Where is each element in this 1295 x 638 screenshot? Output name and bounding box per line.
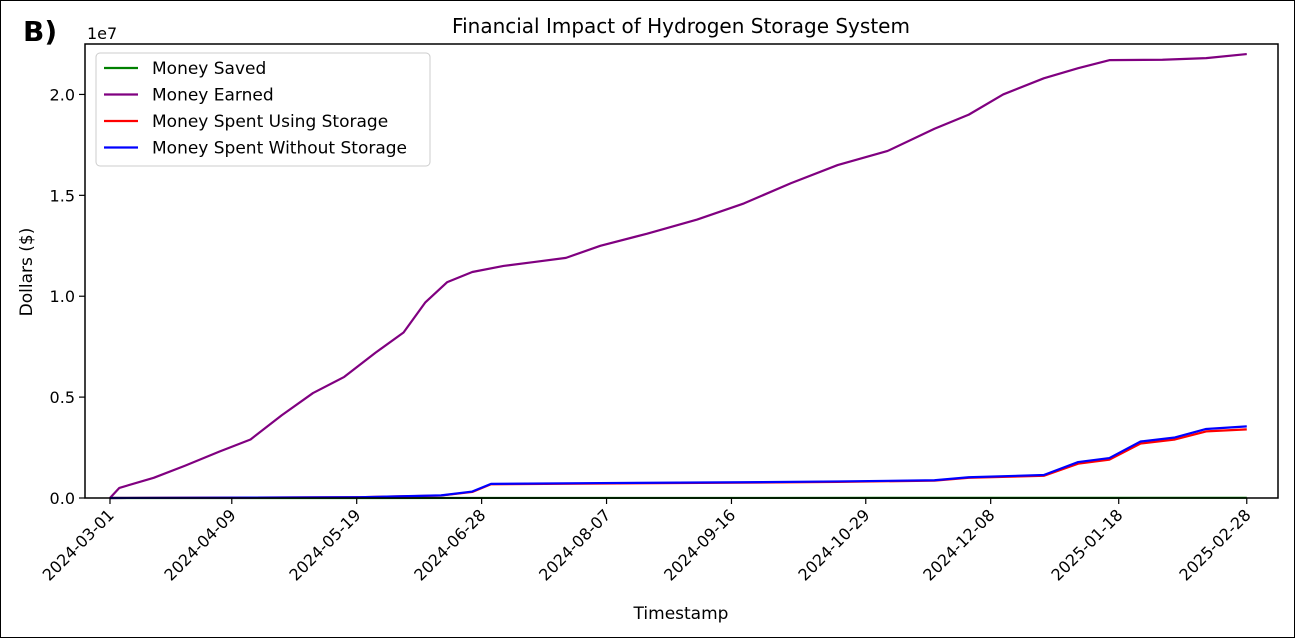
x-tick-label-6: 2024-10-29 xyxy=(794,505,873,584)
x-tick-label-2: 2024-05-19 xyxy=(285,505,364,584)
x-tick-label-0: 2024-03-01 xyxy=(39,505,118,584)
x-tick-label-5: 2024-09-16 xyxy=(660,505,739,584)
plot-area-frame xyxy=(84,43,1279,499)
x-tick-label-3: 2024-06-28 xyxy=(410,505,489,584)
legend-label-2: Money Spent Using Storage xyxy=(152,112,388,132)
y-offset-label: 1e7 xyxy=(87,24,117,43)
x-tick-label-4: 2024-08-07 xyxy=(535,505,614,584)
y-tick-label-2: 1.0 xyxy=(50,287,75,306)
y-axis: 0.0 0.5 1.0 1.5 2.0 xyxy=(50,85,85,508)
x-axis-label: Timestamp xyxy=(633,604,729,624)
y-axis-label: Dollars ($) xyxy=(17,228,37,317)
chart-title: Financial Impact of Hydrogen Storage Sys… xyxy=(452,14,910,38)
y-tick-label-4: 2.0 xyxy=(50,85,75,104)
legend-label-1: Money Earned xyxy=(152,86,274,106)
x-tick-label-8: 2025-01-18 xyxy=(1047,505,1126,584)
y-tick-label-1: 0.5 xyxy=(50,388,75,407)
y-tick-label-0: 0.0 xyxy=(50,489,75,508)
legend: Money Saved Money Earned Money Spent Using… xyxy=(95,52,431,167)
legend-label-3: Money Spent Without Storage xyxy=(152,139,407,159)
x-tick-label-1: 2024-04-09 xyxy=(160,505,239,584)
legend-label-0: Money Saved xyxy=(152,59,266,79)
series-line-1 xyxy=(109,52,1247,499)
y-tick-label-3: 1.5 xyxy=(50,186,75,205)
panel-label: B) xyxy=(23,15,57,48)
legend-box xyxy=(95,52,431,167)
x-axis: 2024-03-01 2024-04-09 2024-05-19 2024-06-28… xyxy=(39,498,1255,585)
series-line-3 xyxy=(109,425,1247,500)
x-tick-label-7: 2024-12-08 xyxy=(919,505,998,584)
x-tick-label-9: 2025-02-28 xyxy=(1175,505,1254,584)
